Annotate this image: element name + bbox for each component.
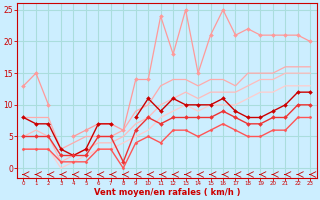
X-axis label: Vent moyen/en rafales ( km/h ): Vent moyen/en rafales ( km/h ) [94,188,240,197]
